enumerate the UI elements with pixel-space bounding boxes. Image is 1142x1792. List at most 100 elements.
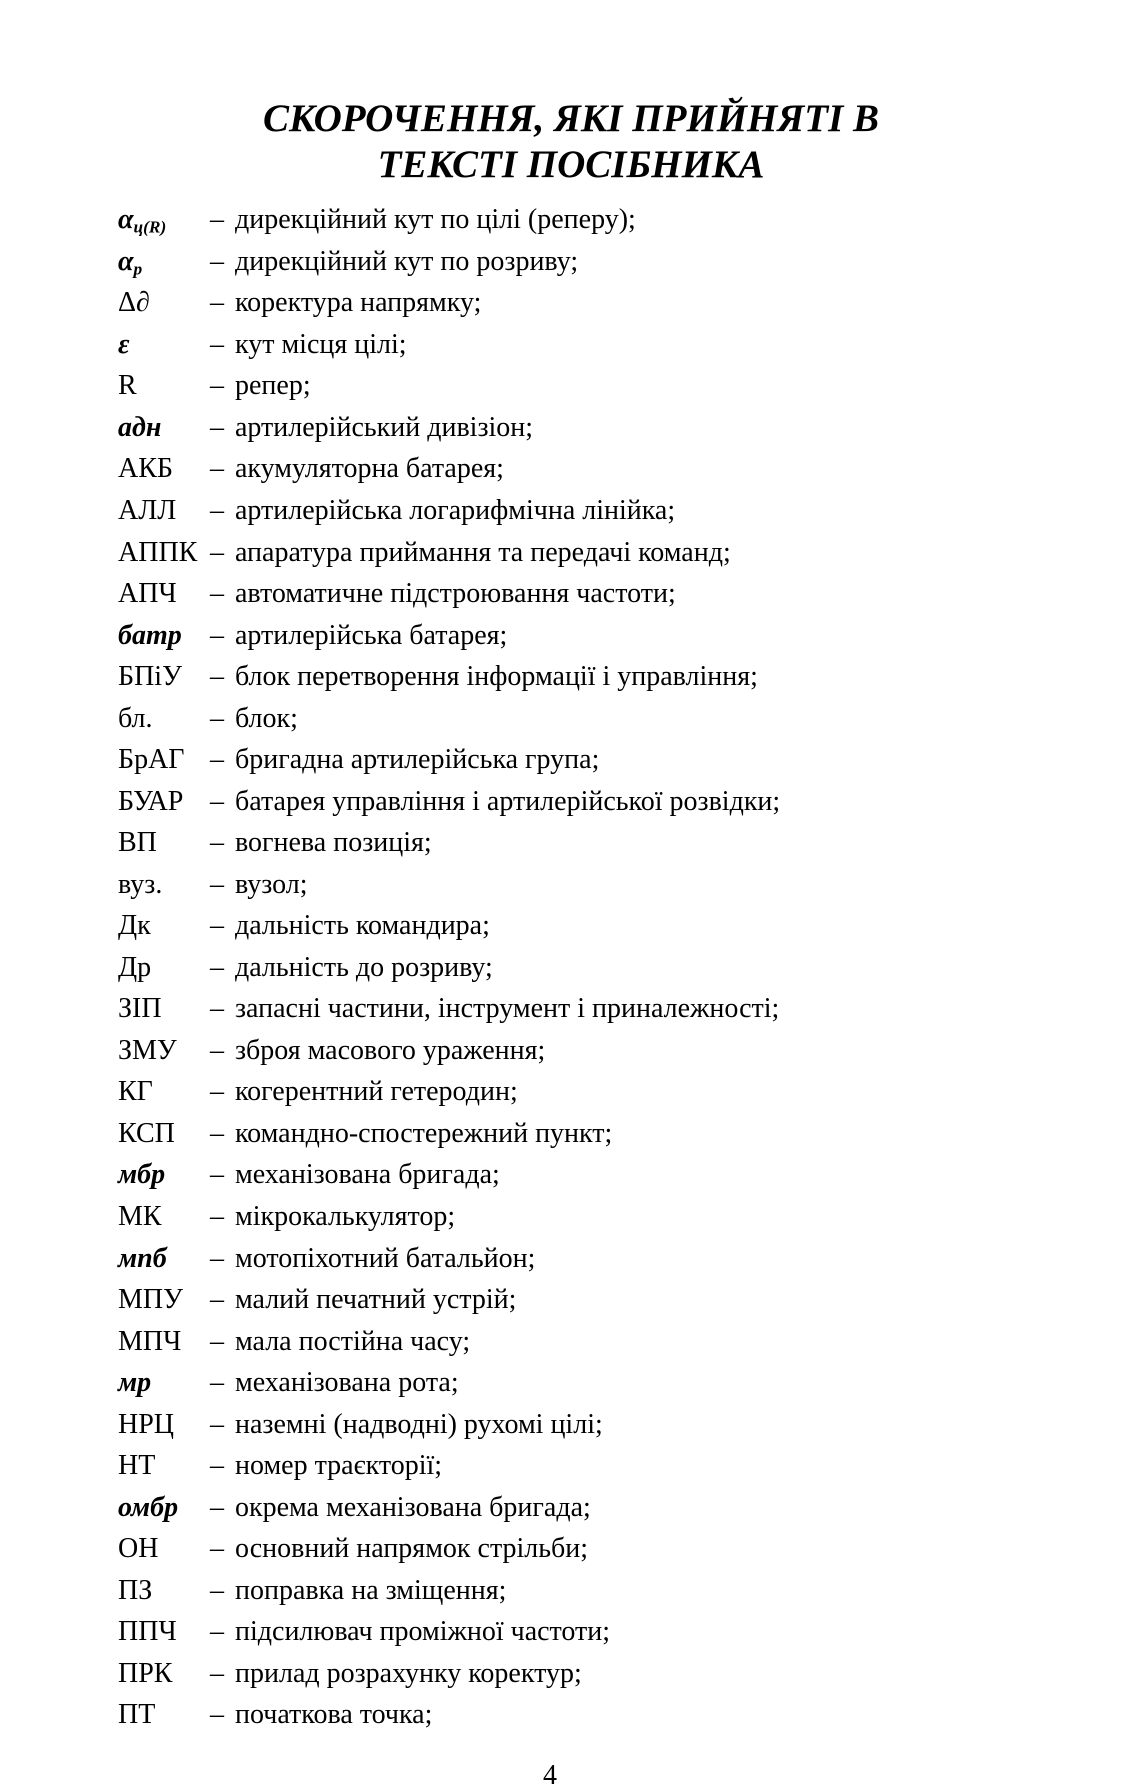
page-title-line2: ТЕКСТІ ПОСІБНИКА — [377, 142, 765, 186]
abbreviation: МК — [118, 1201, 162, 1232]
definition: мотопіхотний батальйон; — [235, 1242, 536, 1274]
abbreviation: БрАГ — [118, 744, 185, 776]
dash-separator: – — [210, 1450, 224, 1482]
definition: зброя масового ураження; — [235, 1034, 546, 1066]
abbreviation: НРЦ — [118, 1408, 175, 1440]
abbreviation: ОН — [118, 1533, 159, 1565]
definition: артилерійська батарея; — [235, 619, 508, 651]
abbreviation: АППК — [118, 536, 198, 568]
abbreviation: НТ — [118, 1450, 156, 1482]
abbreviation: R — [118, 370, 137, 402]
list-item: БрАГ – бригадна артилерійська група; — [118, 743, 1082, 785]
list-item: αц(R) – дирекційний кут по цілі (реперу)… — [118, 203, 1082, 245]
definition: дирекційний кут по цілі (реперу); — [235, 204, 636, 236]
list-item: адн – артилерійський дивізіон; — [118, 411, 1082, 453]
dash-separator: – — [210, 536, 224, 568]
abbreviation: АПЧ — [118, 578, 177, 610]
abbreviation: ПЗ — [118, 1574, 153, 1606]
definition: номер траєкторії; — [235, 1450, 443, 1482]
abbreviation: ПТ — [118, 1699, 156, 1731]
abbreviation: мпб — [118, 1242, 167, 1274]
abbreviation: адн — [118, 411, 162, 443]
definition: запасні частини, інструмент і приналежно… — [235, 993, 780, 1025]
dash-separator: – — [210, 827, 224, 859]
dash-separator: – — [210, 619, 224, 651]
list-item: ЗІП – запасні частини, інструмент і прин… — [118, 992, 1082, 1034]
dash-separator: – — [210, 328, 224, 360]
dash-separator: – — [210, 785, 224, 817]
list-item: АПЧ – автоматичне підстроювання частоти; — [118, 577, 1082, 619]
abbreviation: АЛЛ — [118, 494, 177, 526]
abbreviation: ППЧ — [118, 1616, 177, 1648]
abbreviation: Др — [118, 951, 152, 983]
list-item: вуз. – вузол; — [118, 868, 1082, 910]
abbreviation: БУАР — [118, 785, 184, 817]
dash-separator: – — [210, 411, 224, 443]
list-item: КГ – когерентний гетеродин; — [118, 1075, 1082, 1117]
dash-separator: – — [210, 370, 224, 402]
definition: прилад розрахунку коректур; — [235, 1657, 582, 1689]
definition: батарея управління і артилерійської розв… — [235, 785, 781, 817]
list-item: ОН – основний напрямок стрільби; — [118, 1532, 1082, 1574]
abbreviation: МПУ — [118, 1284, 183, 1316]
definition: когерентний гетеродин; — [235, 1076, 518, 1108]
definition: блок перетворення інформації і управлінн… — [235, 661, 758, 693]
definition: механізована бригада; — [235, 1159, 500, 1191]
list-item: КСП – командно-спостережний пункт; — [118, 1117, 1082, 1159]
list-item: ПТ – початкова точка; — [118, 1698, 1082, 1740]
list-item: НРЦ – наземні (надводні) рухомі цілі; — [118, 1408, 1082, 1450]
abbreviation-list: αц(R) – дирекційний кут по цілі (реперу)… — [118, 203, 1082, 1740]
definition: дальність до розриву; — [235, 951, 493, 983]
page-title-line1: СКОРОЧЕННЯ, ЯКІ ПРИЙНЯТІ В — [262, 97, 880, 140]
dash-separator: – — [210, 951, 224, 983]
definition: мікрокалькулятор; — [235, 1201, 456, 1232]
dash-separator: – — [210, 1325, 224, 1357]
list-item: батр – артилерійська батарея; — [118, 619, 1082, 661]
definition: окрема механізована бригада; — [235, 1491, 591, 1523]
list-item: R – репер; — [118, 369, 1082, 411]
abbreviation: КГ — [118, 1076, 153, 1108]
list-item: БПіУ – блок перетворення інформації і уп… — [118, 660, 1082, 702]
dash-separator: – — [210, 868, 224, 900]
dash-separator: – — [210, 1034, 224, 1066]
definition: дальність командира; — [235, 910, 490, 942]
definition: підсилювач проміжної частоти; — [235, 1616, 611, 1648]
list-item: ЗМУ – зброя масового ураження; — [118, 1034, 1082, 1076]
definition: механізована рота; — [235, 1367, 459, 1399]
dash-separator: – — [210, 204, 224, 236]
list-item: ППЧ – підсилювач проміжної частоти; — [118, 1615, 1082, 1657]
definition: командно-спостережний пункт; — [235, 1117, 613, 1149]
dash-separator: – — [210, 1076, 224, 1108]
dash-separator: – — [210, 744, 224, 776]
dash-separator: – — [210, 287, 224, 319]
list-item: мбр – механізована бригада; — [118, 1158, 1082, 1200]
definition: основний напрямок стрільби; — [235, 1533, 589, 1565]
dash-separator: – — [210, 1159, 224, 1191]
abbreviation: омбр — [118, 1491, 179, 1523]
abbreviation: ВП — [118, 827, 157, 859]
definition: малий печатний устрій; — [235, 1284, 517, 1316]
dash-separator: – — [210, 494, 224, 526]
definition: кут місця цілі; — [235, 328, 407, 360]
definition: акумуляторна батарея; — [235, 453, 504, 485]
list-item: αр – дирекційний кут по розриву; — [118, 245, 1082, 287]
dash-separator: – — [210, 1201, 224, 1232]
page-title: СКОРОЧЕННЯ, ЯКІ ПРИЙНЯТІ В ТЕКСТІ ПОСІБН… — [0, 0, 1142, 187]
definition: початкова точка; — [235, 1699, 433, 1731]
list-item: НТ – номер траєкторії; — [118, 1449, 1082, 1491]
abbreviation: мр — [118, 1367, 152, 1399]
list-item: Δ∂ – коректура напрямку; — [118, 286, 1082, 328]
abbreviation: батр — [118, 619, 182, 651]
list-item: ε – кут місця цілі; — [118, 328, 1082, 370]
definition: дирекційний кут по розриву; — [235, 245, 579, 277]
dash-separator: – — [210, 245, 224, 277]
dash-separator: – — [210, 702, 224, 734]
list-item: БУАР – батарея управління і артилерійськ… — [118, 785, 1082, 827]
list-item: ВП – вогнева позиція; — [118, 826, 1082, 868]
dash-separator: – — [210, 453, 224, 485]
definition: артилерійський дивізіон; — [235, 411, 534, 443]
dash-separator: – — [210, 1242, 224, 1274]
abbreviation: МПЧ — [118, 1325, 182, 1357]
definition: бригадна артилерійська група; — [235, 744, 600, 776]
definition: вузол; — [235, 868, 308, 900]
